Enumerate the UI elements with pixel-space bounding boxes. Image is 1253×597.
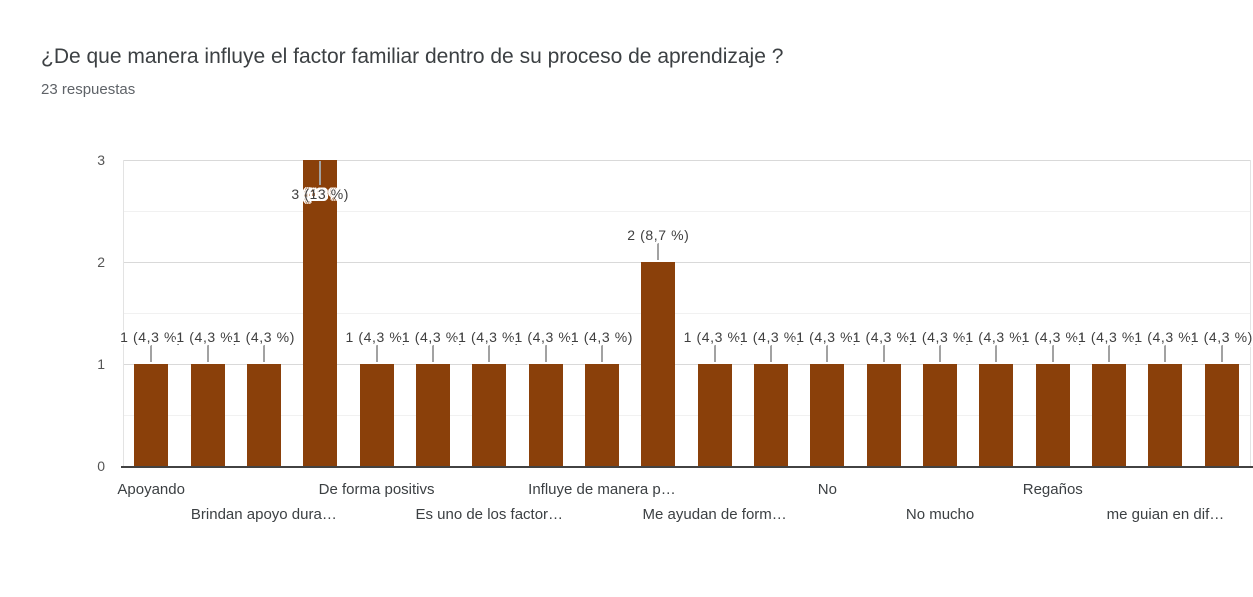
annotation-stem bbox=[262, 345, 265, 362]
annotation-stem bbox=[713, 345, 716, 362]
bar bbox=[1035, 364, 1070, 466]
bar bbox=[810, 364, 845, 466]
bar-annotation: 1 (4,3 %) bbox=[739, 329, 803, 345]
annotation-stem bbox=[770, 345, 773, 362]
bar bbox=[246, 364, 281, 466]
x-category-label: No mucho bbox=[905, 506, 975, 523]
bar bbox=[584, 364, 619, 466]
bar-annotation: 1 (4,3 %) bbox=[1134, 329, 1197, 345]
bar-annotation: 1 (4,3 %) bbox=[401, 329, 465, 345]
bar-annotation: 1 (4,3 %) bbox=[852, 329, 915, 345]
bar-annotation: 1 (4,3 %) bbox=[908, 329, 972, 345]
x-category-label: Es uno de los factor… bbox=[415, 506, 564, 523]
x-category-label: Brindan apoyo dura… bbox=[190, 506, 337, 523]
minor-gridline bbox=[123, 415, 1250, 416]
bar bbox=[359, 364, 394, 466]
annotation-stem bbox=[319, 161, 322, 185]
bar bbox=[190, 364, 225, 466]
bar-annotation: 1 (4,3 %) bbox=[1190, 329, 1253, 345]
annotation-stem bbox=[1220, 345, 1223, 362]
bar-annotation: 1 (4,3 %) bbox=[514, 329, 577, 345]
bar bbox=[528, 364, 563, 466]
y-tick-label: 1 bbox=[97, 356, 105, 372]
bar-annotation: 1 (4,3 %) bbox=[683, 329, 746, 345]
minor-gridline bbox=[123, 313, 1250, 314]
bar-annotation: 1 (4,3 %) bbox=[1021, 329, 1084, 345]
bar-annotation: 2 (8,7 %) bbox=[627, 227, 690, 243]
responses-count: 23 respuestas bbox=[41, 81, 136, 98]
x-category-label: Regaños bbox=[1022, 481, 1083, 498]
annotation-stem bbox=[206, 345, 209, 362]
bar bbox=[303, 160, 338, 466]
annotation-stem bbox=[826, 345, 829, 362]
annotation-stem bbox=[600, 345, 603, 362]
bar bbox=[1092, 364, 1127, 466]
bar bbox=[979, 364, 1014, 466]
annotation-stem bbox=[882, 345, 885, 362]
x-category-label: De forma positivs bbox=[318, 481, 435, 498]
x-category-label: Apoyando bbox=[117, 481, 185, 498]
bar-annotation: 1 (4,3 %) bbox=[458, 329, 521, 345]
bar bbox=[697, 364, 732, 466]
bar bbox=[1148, 364, 1183, 466]
annotation-stem bbox=[1051, 345, 1054, 362]
x-category-label: Influye de manera p… bbox=[528, 481, 676, 498]
bar-annotation: 1 (4,3 %) bbox=[120, 329, 183, 345]
y-tick-label: 2 bbox=[97, 254, 105, 270]
annotation-stem bbox=[544, 345, 547, 362]
bar-annotation: 3 (13 %) bbox=[291, 186, 350, 202]
annotation-stem bbox=[150, 345, 153, 362]
x-category-label: me guian en dif… bbox=[1106, 506, 1225, 523]
y-tick-label: 0 bbox=[97, 458, 105, 474]
bar-annotation: 1 (4,3 %) bbox=[1078, 329, 1141, 345]
major-gridline bbox=[123, 262, 1250, 263]
x-category-label: Me ayudan de form… bbox=[642, 506, 787, 523]
bar bbox=[866, 364, 901, 466]
x-axis-baseline bbox=[121, 466, 1253, 468]
annotation-stem bbox=[488, 345, 491, 362]
question-title: ¿De que manera influye el factor familia… bbox=[41, 45, 784, 68]
bar-annotation: 1 (4,3 %) bbox=[570, 329, 634, 345]
annotation-stem bbox=[431, 345, 434, 362]
bar-annotation: 1 (4,3 %) bbox=[176, 329, 239, 345]
bar bbox=[923, 364, 958, 466]
bar bbox=[1204, 364, 1239, 466]
plot-right-edge bbox=[1250, 160, 1251, 466]
y-tick-label: 3 bbox=[97, 152, 105, 168]
bar-annotation: 1 (4,3 %) bbox=[345, 329, 408, 345]
bar bbox=[415, 364, 450, 466]
annotation-stem bbox=[375, 345, 378, 362]
annotation-stem bbox=[1108, 345, 1111, 362]
bar-annotation: 1 (4,3 %) bbox=[796, 329, 859, 345]
plot-left-edge bbox=[123, 160, 124, 466]
annotation-stem bbox=[657, 243, 660, 260]
bar bbox=[641, 262, 676, 466]
bar-annotation: 1 (4,3 %) bbox=[965, 329, 1028, 345]
annotation-stem bbox=[939, 345, 942, 362]
annotation-stem bbox=[1164, 345, 1167, 362]
x-category-label: No bbox=[817, 481, 837, 498]
major-gridline bbox=[123, 160, 1250, 161]
bar bbox=[754, 364, 789, 466]
bar bbox=[134, 364, 169, 466]
annotation-stem bbox=[995, 345, 998, 362]
minor-gridline bbox=[123, 211, 1250, 212]
bar bbox=[472, 364, 507, 466]
bar-annotation: 1 (4,3 %) bbox=[232, 329, 295, 345]
major-gridline bbox=[123, 364, 1250, 365]
